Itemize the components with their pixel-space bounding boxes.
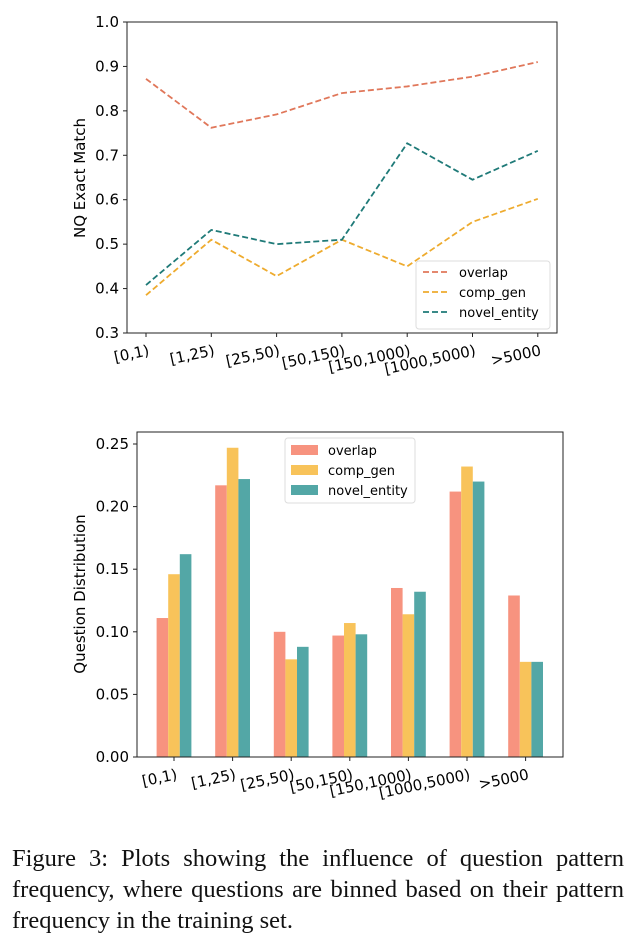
bar-overlap	[449, 491, 462, 757]
legend-label: novel_entity	[328, 484, 408, 499]
y-tick-label: 0.05	[96, 685, 129, 703]
bar-novel-entity	[355, 634, 368, 757]
legend-swatch-comp-gen	[291, 465, 318, 475]
x-tick-label: [1,25)	[190, 765, 238, 792]
series-line-overlap	[145, 61, 538, 129]
bar-comp-gen	[461, 466, 473, 757]
y-tick-label: 0.5	[95, 235, 119, 253]
legend-swatch-novel-entity	[291, 485, 318, 495]
bar-comp-gen	[402, 614, 415, 757]
y-tick-label: 0.8	[95, 102, 119, 120]
y-tick-label: 0.3	[95, 324, 119, 342]
line-chart: 0.3 0.4 0.5 0.6 0.7 0.8 0.9 1.0 [0,1) [1,25) [25,…	[71, 13, 558, 378]
bar-novel-entity	[472, 481, 485, 757]
x-tick-label: >5000	[477, 765, 530, 793]
bar-comp-gen	[285, 659, 297, 757]
y-tick-label: 0.00	[96, 748, 129, 766]
legend-box	[415, 260, 551, 330]
y-tick-label: 0.10	[96, 623, 129, 641]
bar-chart-y-axis-label: Question Distribution	[71, 514, 89, 673]
legend-label: novel_entity	[459, 306, 539, 321]
y-tick-label: 0.6	[95, 191, 119, 209]
line-chart-legend: overlap comp_gen novel_entity	[415, 260, 551, 330]
bar-overlap	[156, 618, 169, 757]
legend-swatch-overlap	[291, 445, 318, 455]
bar-overlap	[273, 631, 286, 757]
x-tick-label: [0,1)	[140, 765, 179, 790]
bar-chart: 0.000.050.100.150.200.25 [0,1) [1,25) [25,…	[71, 431, 564, 802]
line-chart-y-ticks: 0.3 0.4 0.5 0.6 0.7 0.8 0.9 1.0	[95, 13, 127, 342]
x-tick-label: [25,50)	[224, 341, 281, 370]
bar-comp-gen	[226, 447, 239, 757]
legend-label: overlap	[459, 266, 508, 281]
bar-overlap	[332, 635, 344, 757]
legend-label: overlap	[328, 444, 377, 459]
bar-chart-x-ticks: [0,1) [1,25) [25,50)[50,150)[150,1000)[100…	[140, 757, 530, 802]
bar-comp-gen	[168, 574, 180, 757]
y-tick-label: 0.4	[95, 280, 119, 298]
x-tick-label: [1,25)	[168, 341, 216, 368]
bar-overlap	[508, 595, 520, 757]
bar-comp-gen	[344, 623, 356, 757]
series-line-novel-entity	[145, 142, 539, 286]
x-tick-label: >5000	[489, 341, 542, 369]
bar-overlap	[215, 485, 227, 757]
legend-label: comp_gen	[459, 286, 526, 301]
line-chart-series	[145, 61, 539, 296]
y-tick-label: 0.9	[95, 57, 119, 75]
bar-comp-gen	[519, 661, 532, 757]
legend-label: comp_gen	[328, 464, 395, 479]
bar-chart-legend: overlap comp_gen novel_entity	[284, 437, 416, 504]
x-tick-label: [0,1)	[112, 341, 151, 366]
line-chart-x-ticks: [0,1) [1,25) [25,50)[50,150)[150,1000)[100…	[112, 333, 543, 378]
y-tick-label: 0.7	[95, 146, 119, 164]
y-tick-label: 0.25	[96, 435, 129, 453]
bar-chart-bars	[156, 447, 543, 757]
bar-overlap	[391, 587, 403, 757]
figure-canvas: 0.3 0.4 0.5 0.6 0.7 0.8 0.9 1.0 [0,1) [1,25) [25,…	[71, 13, 564, 802]
y-tick-label: 0.15	[96, 560, 129, 578]
bar-novel-entity	[179, 554, 192, 757]
line-chart-y-axis-label: NQ Exact Match	[71, 118, 89, 238]
bar-novel-entity	[238, 479, 250, 757]
bar-novel-entity	[297, 646, 309, 757]
bar-novel-entity	[414, 591, 426, 757]
y-tick-label: 1.0	[95, 13, 119, 31]
bar-novel-entity	[531, 661, 543, 757]
bar-chart-y-ticks: 0.00 0.05 0.10 0.15 0.20 0.25	[96, 435, 137, 766]
figure-caption: Figure 3: Plots showing the influence of…	[12, 845, 624, 934]
y-tick-label: 0.20	[96, 498, 129, 516]
